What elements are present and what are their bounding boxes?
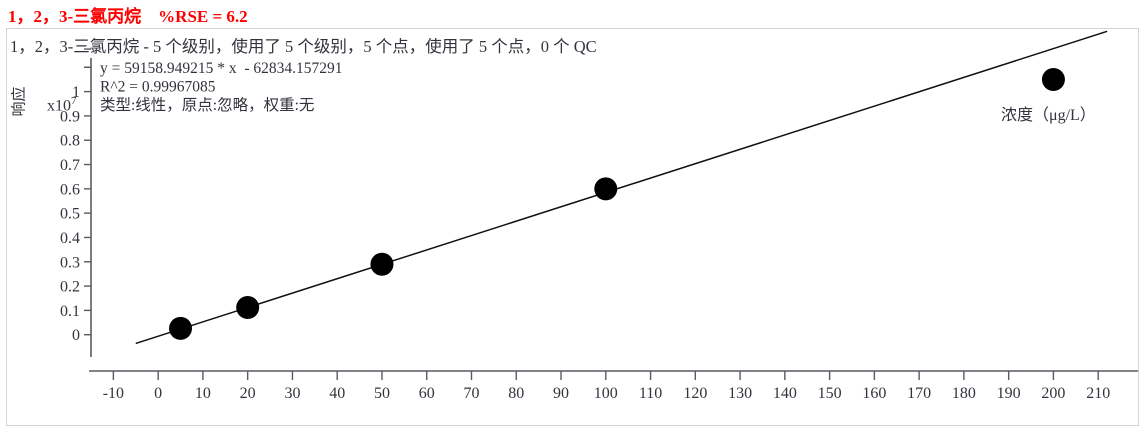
y-tick-label: 0.1 (60, 303, 80, 320)
y-tick-label: 0.4 (60, 230, 80, 247)
x-tick-label: 140 (773, 385, 797, 402)
data-point[interactable] (594, 177, 618, 201)
plot-panel: 1，2，3-三氯丙烷 - 5 个级别，使用了 5 个级别，5 个点，使用了 5 … (6, 28, 1139, 426)
x-tick-label: 170 (907, 385, 931, 402)
x-tick-label: 0 (154, 385, 162, 402)
y-tick-label: 0.9 (60, 108, 80, 125)
x-tick-label: 120 (683, 385, 707, 402)
x-tick-label: 100 (594, 385, 618, 402)
x-tick-label: 50 (374, 385, 390, 402)
x-axis-title: 浓度（μg/L） (1001, 107, 1096, 124)
x-tick-label: 20 (240, 385, 256, 402)
y-axis-multiplier-base: x10 (47, 97, 71, 115)
x-tick-label: 190 (997, 385, 1021, 402)
data-point[interactable] (370, 252, 394, 276)
x-tick-label: 130 (728, 385, 752, 402)
data-point[interactable] (169, 316, 193, 340)
y-tick-label: 0.5 (60, 206, 80, 223)
equation-annotation: y = 59158.949215 * x - 62834.157291 (100, 60, 343, 77)
x-tick-label: 10 (195, 385, 211, 402)
x-tick-label: 200 (1041, 385, 1065, 402)
data-point[interactable] (1041, 67, 1065, 91)
y-tick-label: 1 (72, 84, 80, 101)
x-tick-label: 70 (463, 385, 479, 402)
data-point[interactable] (236, 295, 260, 319)
x-tick-label: 30 (284, 385, 300, 402)
y-tick-label: 0 (72, 327, 80, 344)
x-tick-label: 180 (952, 385, 976, 402)
y-axis-multiplier: x107 (47, 95, 77, 115)
x-tick-label: 40 (329, 385, 345, 402)
y-tick-label: 0.3 (60, 254, 80, 271)
x-tick-label: 80 (508, 385, 524, 402)
calibration-plot: 0 0.1 0.2 0.3 0.4 0.5 0.6 0.7 0.8 0.9 1 -10 0 10 20 30 4… (60, 30, 1138, 402)
x-tick-label: -10 (103, 385, 124, 402)
x-tick-label: 160 (862, 385, 886, 402)
y-axis-multiplier-exponent: 7 (71, 95, 77, 107)
x-tick-label: 60 (419, 385, 435, 402)
y-tick-label: 0.7 (60, 157, 80, 174)
regression-line (135, 30, 1108, 345)
y-tick-label: 0.6 (60, 181, 80, 198)
r-squared-annotation: R^2 = 0.99967085 (100, 79, 216, 96)
y-tick-label: 0.8 (60, 133, 80, 150)
x-tick-label: 210 (1086, 385, 1110, 402)
y-tick-label: 0.2 (60, 279, 80, 296)
fit-info-annotation: 类型:线性，原点:忽略，权重:无 (100, 96, 314, 114)
plot-subtitle: 1，2，3-三氯丙烷 - 5 个级别，使用了 5 个级别，5 个点，使用了 5 … (10, 37, 597, 56)
page-title: 1，2，3-三氯丙烷 %RSE = 6.2 (8, 7, 248, 26)
x-tick-label: 110 (639, 385, 662, 402)
x-tick-label: 150 (818, 385, 842, 402)
x-tick-label: 90 (553, 385, 569, 402)
